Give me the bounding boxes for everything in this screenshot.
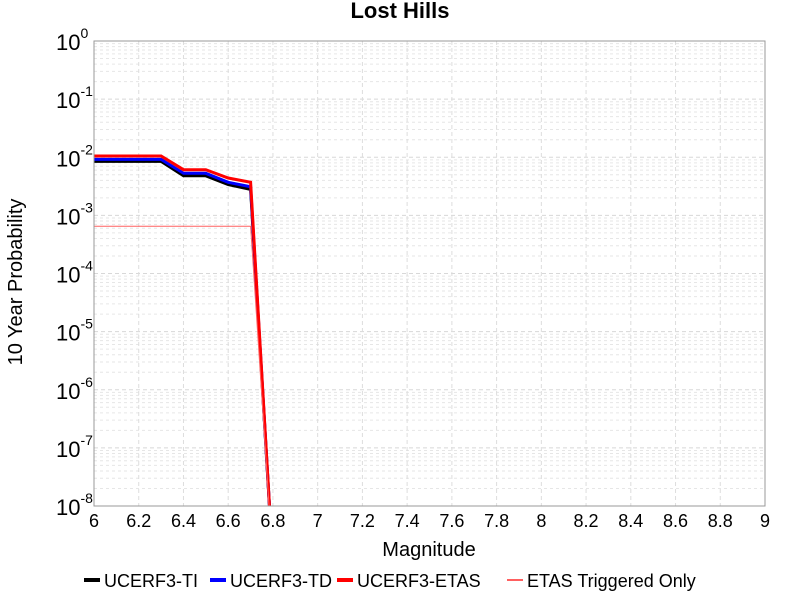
y-tick-label: 10-5 bbox=[56, 316, 93, 346]
x-axis-label: Magnitude bbox=[382, 539, 475, 561]
y-tick-exponent: -4 bbox=[80, 258, 93, 274]
x-tick-label: 7.2 bbox=[350, 511, 375, 531]
chart-title: Lost Hills bbox=[350, 0, 449, 23]
x-tick-label: 6.6 bbox=[216, 511, 241, 531]
legend-label-0: UCERF3-TI bbox=[104, 571, 198, 591]
x-tick-label: 6 bbox=[89, 511, 99, 531]
y-tick-label: 10-3 bbox=[56, 199, 93, 229]
series-line-2 bbox=[94, 154, 272, 506]
y-tick-label: 10-6 bbox=[56, 374, 93, 404]
x-tick-label: 8.4 bbox=[618, 511, 643, 531]
legend-label-1: UCERF3-TD bbox=[230, 571, 332, 591]
plot-border bbox=[93, 40, 766, 507]
series-line-1 bbox=[94, 157, 271, 506]
y-tick-exponent: -1 bbox=[80, 83, 93, 99]
x-tick-label: 7 bbox=[313, 511, 323, 531]
x-tick-label: 8 bbox=[536, 511, 546, 531]
x-tick-label: 9 bbox=[760, 511, 770, 531]
x-tick-label: 8.2 bbox=[574, 511, 599, 531]
x-tick-label: 7.8 bbox=[484, 511, 509, 531]
y-tick-exponent: -2 bbox=[80, 141, 93, 157]
y-tick-label: 10-1 bbox=[56, 83, 93, 113]
legend-label-3: ETAS Triggered Only bbox=[527, 571, 696, 591]
x-tick-label: 6.4 bbox=[171, 511, 196, 531]
y-tick-label: 100 bbox=[56, 25, 88, 55]
x-tick-label: 8.6 bbox=[663, 511, 688, 531]
legend: UCERF3-TI UCERF3-TD UCERF3-ETAS ETAS Trigge… bbox=[84, 571, 696, 591]
y-axis-label: 10 Year Probability bbox=[5, 199, 27, 366]
y-tick-exponent: -8 bbox=[80, 490, 93, 506]
x-axis-ticks: 6 6.2 6.4 6.6 6.8 7 7.2 7.4 7.6 7.8 8 8.2 8.4 8.6 8.8 9 bbox=[89, 511, 770, 531]
x-tick-label: 6.8 bbox=[260, 511, 285, 531]
y-tick-exponent: -7 bbox=[80, 432, 93, 448]
x-tick-label: 6.2 bbox=[126, 511, 151, 531]
y-tick-exponent: -6 bbox=[80, 374, 93, 390]
y-tick-exponent: -3 bbox=[80, 199, 93, 215]
y-tick-exponent: -5 bbox=[80, 316, 93, 332]
series-layer bbox=[94, 154, 272, 506]
plot-area bbox=[94, 41, 765, 506]
x-tick-label: 8.8 bbox=[708, 511, 733, 531]
series-line-0 bbox=[94, 159, 271, 506]
y-tick-label: 10-7 bbox=[56, 432, 93, 462]
x-tick-label: 7.4 bbox=[395, 511, 420, 531]
legend-label-2: UCERF3-ETAS bbox=[357, 571, 481, 591]
y-tick-label: 10-2 bbox=[56, 141, 93, 171]
x-tick-label: 7.6 bbox=[439, 511, 464, 531]
y-tick-label: 10-8 bbox=[56, 490, 93, 520]
grid bbox=[93, 40, 766, 507]
y-tick-label: 10-4 bbox=[56, 258, 93, 288]
series-line-3 bbox=[94, 225, 270, 506]
y-axis-ticks: 100 10-1 10-2 10-3 10-4 10-5 10-6 10-7 10-8 bbox=[56, 25, 93, 520]
y-tick-exponent: 0 bbox=[80, 25, 88, 41]
